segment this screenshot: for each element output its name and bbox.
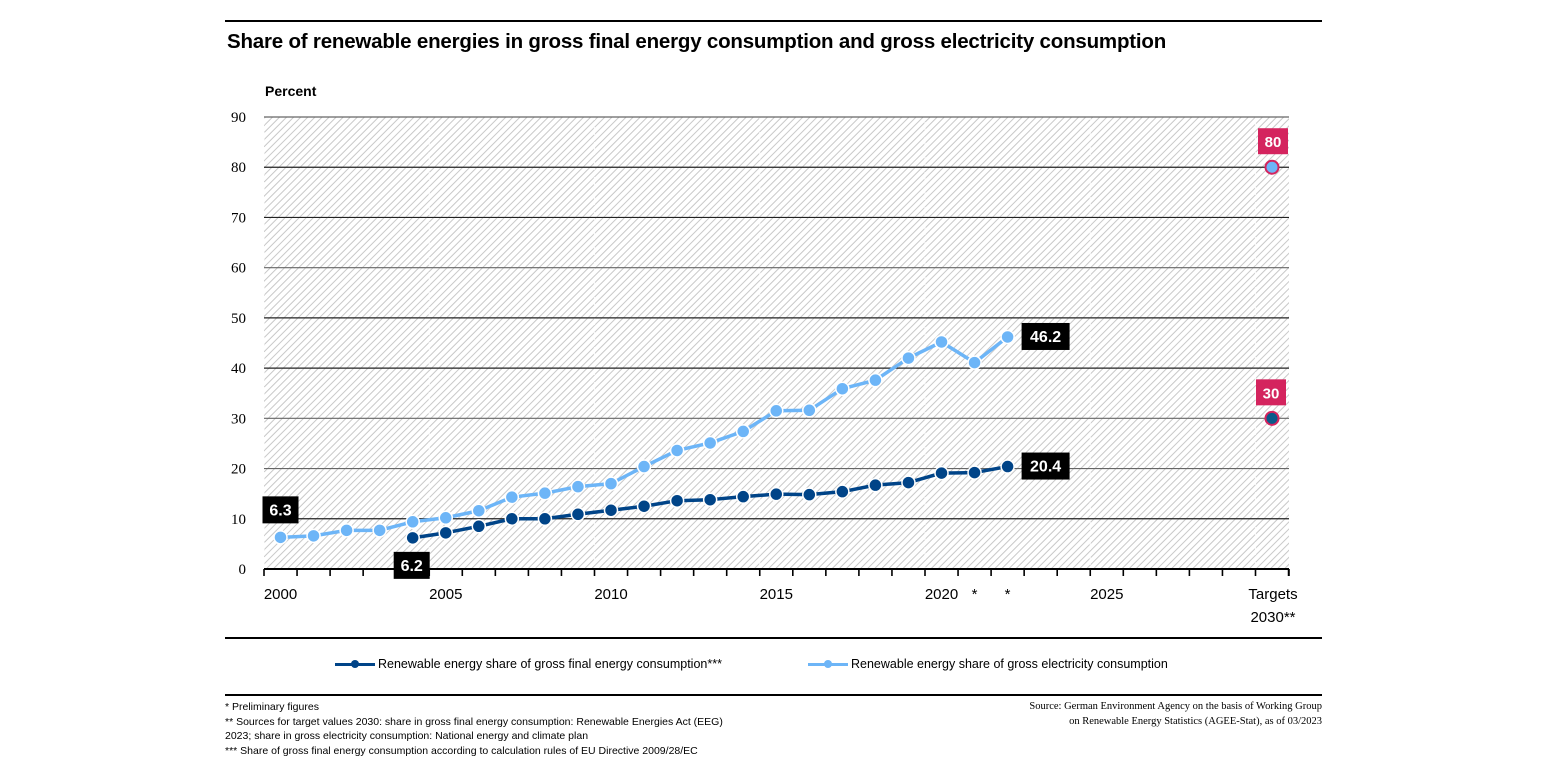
y-tick-label: 40: [231, 361, 246, 377]
y-tick-label: 80: [231, 160, 246, 176]
data-point: [769, 403, 784, 419]
data-point: [603, 476, 619, 491]
value-label: 46.2: [1030, 329, 1061, 346]
data-point: [802, 487, 817, 502]
value-label-box: [1021, 452, 1070, 480]
footnote: ** Sources for target values 2030: share…: [225, 715, 723, 728]
y-tick-label: 10: [231, 512, 246, 528]
legend-item-electricity: Renewable energy share of gross electric…: [808, 657, 1168, 671]
legend-swatch-light-blue: [808, 657, 848, 671]
axis-bottom-rule: [225, 637, 1322, 639]
data-point: [1000, 459, 1015, 474]
target-label-box: [1256, 379, 1286, 406]
data-point: [339, 523, 354, 538]
legend-swatch-dark-blue: [335, 657, 375, 671]
x-tick-label: *: [972, 586, 978, 603]
data-point: [504, 489, 520, 505]
x-tick-label: 2025: [1090, 586, 1123, 603]
data-point: [537, 511, 553, 527]
y-axis-label: Percent: [265, 83, 317, 99]
legend-label: Renewable energy share of gross final en…: [378, 657, 722, 671]
footnote: * Preliminary figures: [225, 701, 319, 713]
value-label: 6.3: [269, 502, 291, 519]
footnotes: * Preliminary figures ** Sources for tar…: [225, 700, 723, 758]
y-tick-label: 30: [231, 411, 246, 427]
data-point: [934, 465, 949, 481]
x-tick-label: 2015: [760, 586, 793, 603]
data-point: [636, 459, 652, 474]
data-point: [967, 465, 982, 480]
target-label-box: [1258, 128, 1288, 155]
top-rule: [225, 20, 1322, 22]
data-point: [934, 334, 949, 350]
y-tick-label: 60: [231, 261, 246, 277]
data-point: [901, 350, 916, 366]
value-label: 6.2: [401, 558, 423, 575]
data-point: [570, 507, 586, 522]
y-tick-label: 0: [239, 562, 247, 578]
target-point: [1264, 159, 1280, 175]
value-label-box: [393, 551, 430, 579]
data-point: [835, 381, 850, 396]
data-point: [636, 498, 652, 514]
x-tick-label: 2005: [429, 586, 462, 603]
data-point: [372, 523, 387, 538]
x-tick-label: Targets: [1248, 586, 1297, 603]
x-tick-label: 2010: [594, 586, 627, 603]
notes-rule: [225, 694, 1322, 696]
target-label: 30: [1263, 385, 1280, 402]
data-point: [702, 435, 718, 451]
data-point: [802, 403, 817, 418]
data-point: [835, 484, 850, 499]
data-point: [967, 355, 982, 370]
y-tick-label: 90: [231, 110, 246, 126]
y-tick-label: 50: [231, 311, 246, 327]
x-tick-label: *: [1005, 586, 1011, 603]
footnote: 2023; share in gross electricity consump…: [225, 730, 589, 742]
data-point: [669, 443, 685, 458]
legend-label: Renewable energy share of gross electric…: [851, 657, 1168, 671]
x-tick-label: 2020: [925, 586, 958, 603]
y-tick-label: 70: [231, 210, 246, 226]
data-point: [438, 510, 453, 526]
data-point: [537, 485, 553, 501]
chart-title: Share of renewable energies in gross fin…: [227, 30, 1167, 53]
data-point: [669, 493, 685, 508]
y-tick-label: 20: [231, 462, 246, 478]
legend-item-final-energy: Renewable energy share of gross final en…: [335, 657, 722, 671]
value-label: 20.4: [1030, 459, 1061, 476]
data-point: [471, 503, 487, 518]
data-point: [735, 489, 751, 504]
data-point: [603, 502, 619, 518]
data-point: [570, 479, 586, 494]
data-point: [504, 511, 520, 527]
data-point: [438, 525, 453, 541]
data-point: [868, 477, 883, 493]
data-point: [405, 530, 420, 546]
source-note: Source: German Environment Agency on the…: [1029, 700, 1322, 729]
target-point: [1264, 410, 1280, 426]
x-tick-label: 2000: [264, 586, 297, 603]
value-label-box: [262, 496, 299, 524]
data-point: [735, 424, 751, 439]
data-point: [868, 372, 883, 388]
source-line: Source: German Environment Agency on the…: [1029, 701, 1322, 712]
x-tick-label: 2030**: [1250, 609, 1295, 626]
target-label: 80: [1265, 134, 1282, 151]
data-point: [306, 528, 321, 544]
data-point: [901, 475, 916, 490]
value-label-box: [1021, 322, 1070, 350]
data-point: [769, 486, 784, 502]
data-point: [471, 519, 487, 534]
footnote: *** Share of gross final energy consumpt…: [225, 744, 698, 757]
data-point: [405, 514, 420, 530]
data-point: [273, 530, 288, 545]
data-point: [1000, 329, 1015, 345]
data-point: [702, 492, 718, 507]
source-line: on Renewable Energy Statistics (AGEE-Sta…: [1069, 715, 1322, 727]
